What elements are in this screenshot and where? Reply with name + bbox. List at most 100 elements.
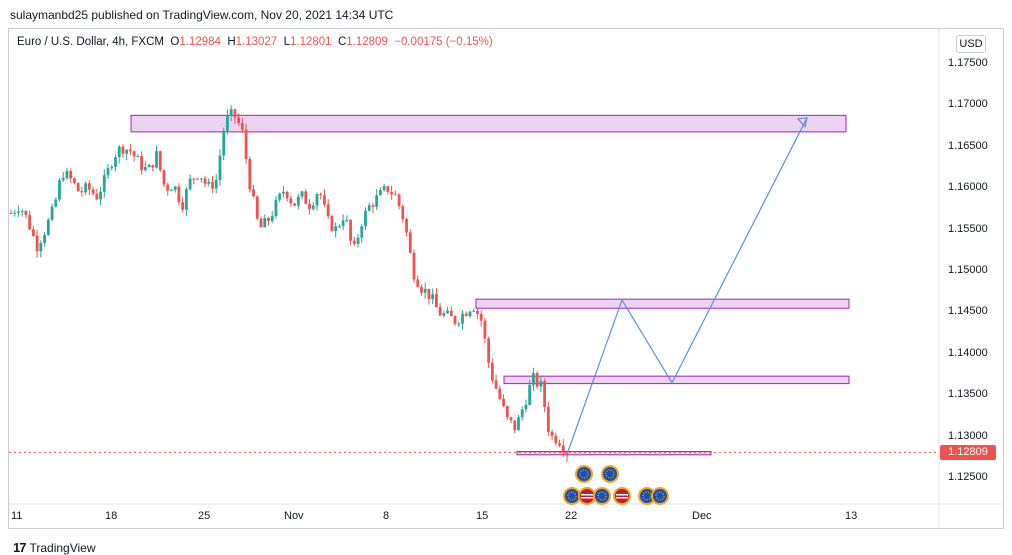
candle — [513, 420, 517, 434]
candle — [43, 232, 46, 247]
candle — [282, 185, 285, 198]
candle — [233, 108, 237, 124]
candle — [222, 127, 226, 161]
eu-flag-event-icon[interactable] — [575, 465, 593, 483]
candle — [181, 197, 185, 213]
candle — [326, 199, 330, 219]
candle — [416, 275, 420, 288]
candle — [147, 163, 151, 168]
eu-flag-event-icon[interactable] — [638, 487, 656, 505]
open-label: O — [170, 36, 180, 48]
candle — [91, 186, 95, 196]
candle — [117, 144, 121, 164]
time-tick-label: 25 — [198, 510, 211, 522]
candle — [412, 249, 416, 283]
candle — [240, 117, 244, 133]
eu-flag-event-icon[interactable] — [593, 487, 611, 505]
candle — [20, 209, 24, 217]
candle — [106, 163, 110, 179]
sr-zone[interactable] — [475, 298, 850, 309]
economic-events-layer — [563, 465, 669, 505]
low-label: L — [283, 36, 290, 48]
eu-flag-event-icon[interactable] — [651, 487, 669, 505]
us-flag-event-icon[interactable] — [578, 487, 596, 505]
brand-name: TradingView — [29, 540, 96, 555]
candle — [121, 144, 125, 158]
projection-path[interactable] — [567, 117, 808, 452]
candle — [464, 311, 468, 317]
candle — [155, 145, 158, 169]
candle — [270, 211, 274, 224]
candle — [214, 173, 218, 194]
candle — [375, 189, 379, 210]
candle — [173, 185, 177, 193]
candle — [65, 167, 69, 180]
candle — [349, 219, 352, 246]
candle — [28, 210, 32, 231]
candle — [528, 379, 532, 406]
candle — [442, 310, 446, 318]
price-tick-label: 1.15500 — [948, 222, 988, 235]
candle — [259, 216, 263, 228]
candle — [543, 378, 547, 413]
candle — [431, 288, 435, 305]
candle — [9, 209, 13, 215]
candle — [87, 180, 91, 196]
candle — [393, 190, 397, 196]
candle — [498, 385, 502, 401]
candle — [151, 164, 155, 172]
open-value: 1.12984 — [179, 36, 221, 48]
candle — [367, 202, 371, 212]
candle — [330, 214, 334, 232]
candle — [199, 178, 203, 183]
footer-brand[interactable]: 17 TradingView — [13, 540, 96, 555]
price-tick-label: 1.13000 — [948, 429, 988, 442]
candle — [58, 177, 61, 202]
candle — [558, 439, 561, 448]
candle — [211, 175, 214, 194]
candle — [360, 223, 364, 244]
candle — [278, 192, 282, 203]
time-tick-label: 22 — [565, 510, 578, 522]
sr-zone[interactable] — [130, 114, 847, 133]
candle — [129, 143, 132, 156]
candle — [401, 204, 405, 223]
time-tick-label: Dec — [692, 510, 712, 522]
candle — [263, 214, 267, 228]
candle — [140, 151, 144, 175]
candle — [188, 174, 192, 191]
candle — [520, 406, 524, 421]
candle — [453, 315, 457, 326]
time-tick-label: 13 — [845, 510, 858, 522]
candle — [468, 310, 472, 319]
us-flag-event-icon[interactable] — [613, 487, 631, 505]
arrowhead-icon — [796, 117, 808, 129]
sr-zone[interactable] — [516, 451, 712, 456]
candle — [505, 405, 509, 421]
symbol-legend: Euro / U.S. Dollar, 4h, FXCM O1.12984 H1… — [17, 36, 493, 48]
candle — [550, 429, 554, 441]
candle — [285, 190, 289, 202]
price-tick-label: 1.13500 — [948, 388, 988, 401]
candle — [554, 432, 558, 446]
candle — [296, 193, 300, 210]
change-value: −0.00175 (−0.15%) — [394, 36, 493, 48]
candle — [252, 185, 255, 198]
chart-frame — [8, 28, 1004, 529]
candle — [487, 336, 491, 368]
eu-flag-event-icon[interactable] — [601, 465, 619, 483]
candle — [46, 217, 50, 237]
candle — [323, 188, 326, 207]
candle — [565, 451, 569, 462]
currency-button[interactable]: USD — [956, 35, 986, 53]
candle — [371, 202, 375, 214]
candle — [479, 310, 483, 327]
eu-flag-event-icon[interactable] — [563, 487, 581, 505]
price-chart[interactable] — [9, 29, 1003, 528]
sr-zone[interactable] — [503, 375, 850, 385]
candle — [438, 302, 442, 317]
candle — [50, 203, 54, 222]
candle — [532, 367, 535, 392]
candle — [125, 149, 129, 161]
candle — [13, 209, 17, 217]
